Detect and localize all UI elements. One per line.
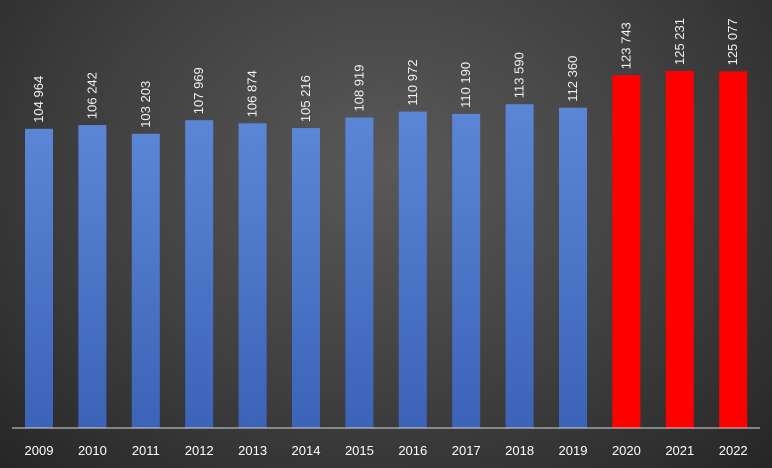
x-tick-label-2016: 2016	[398, 443, 427, 458]
data-label-2018: 113 590	[512, 52, 527, 98]
data-label-2010: 106 242	[84, 72, 99, 119]
data-label-2011: 103 203	[138, 81, 153, 128]
bar-2015	[345, 117, 374, 428]
data-label-2022: 125 077	[725, 18, 740, 65]
bar-2018	[505, 104, 534, 428]
data-labels-group: 104 964 106 242 103 203 107 969 106 874 105 2…	[31, 18, 740, 128]
data-label-2019: 112 360	[565, 56, 580, 102]
x-tick-label-2015: 2015	[345, 443, 374, 458]
x-tick-label-2013: 2013	[238, 443, 267, 458]
bar-2009	[25, 128, 53, 429]
x-tick-label-2011: 2011	[132, 443, 160, 458]
data-label-2009: 104 964	[31, 76, 46, 123]
x-tick-labels-group: 2009 2010 2011 2012 2013 2014 2015 2016 2017 2018…	[25, 443, 748, 458]
bar-2010	[78, 125, 107, 428]
bar-2016	[398, 111, 427, 428]
data-label-2012: 107 969	[191, 67, 206, 114]
data-label-2014: 105 216	[298, 75, 313, 122]
x-tick-label-2018: 2018	[505, 443, 534, 458]
bar-2019	[559, 107, 587, 428]
x-tick-label-2014: 2014	[292, 443, 321, 458]
x-tick-label-2022: 2022	[719, 443, 748, 458]
x-tick-label-2020: 2020	[612, 443, 641, 458]
bar-2013	[238, 123, 267, 429]
x-tick-label-2017: 2017	[452, 443, 481, 458]
x-tick-label-2009: 2009	[25, 443, 54, 458]
data-label-2016: 110 972	[405, 60, 420, 106]
x-tick-label-2012: 2012	[185, 443, 214, 458]
bars-group	[25, 71, 748, 429]
bar-2022	[719, 71, 748, 429]
bar-2017	[452, 113, 481, 429]
x-tick-label-2019: 2019	[559, 443, 588, 458]
data-label-2020: 123 743	[618, 22, 633, 69]
x-tick-label-2010: 2010	[78, 443, 107, 458]
data-label-2013: 106 874	[245, 70, 260, 117]
data-label-2015: 108 919	[351, 65, 366, 112]
data-label-2021: 125 231	[672, 18, 687, 65]
bar-2020	[612, 75, 641, 428]
data-label-2017: 110 190	[458, 62, 473, 108]
x-tick-label-2021: 2021	[665, 443, 694, 458]
bar-2014	[292, 128, 320, 428]
bar-2011	[131, 133, 160, 429]
bar-2012	[185, 120, 214, 428]
bar-2021	[665, 71, 694, 428]
